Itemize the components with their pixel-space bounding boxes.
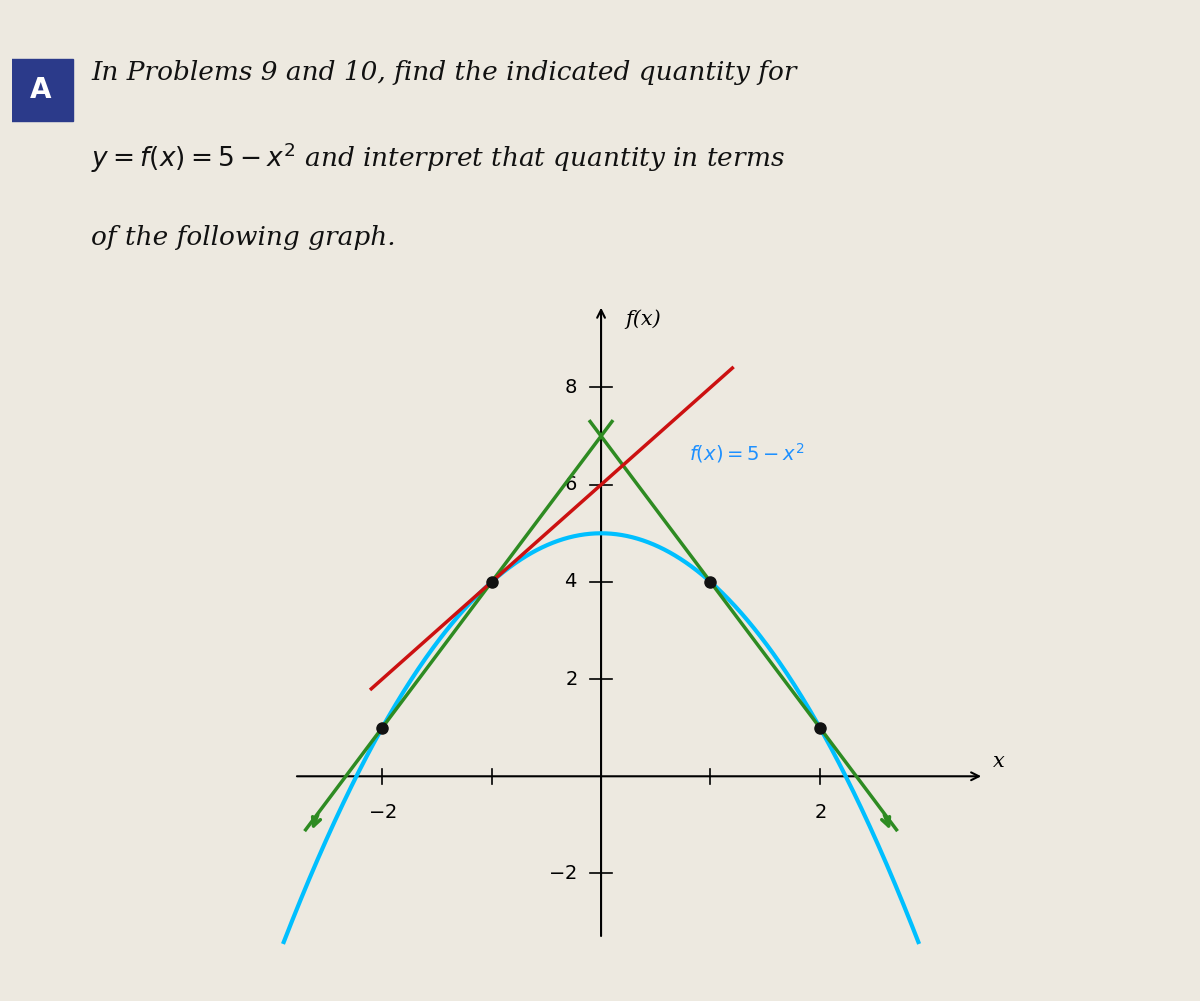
Text: of the following graph.: of the following graph.	[91, 225, 396, 250]
Text: $8$: $8$	[564, 378, 577, 397]
Text: $2$: $2$	[565, 670, 577, 689]
Text: $f(x) = 5 - x^2$: $f(x) = 5 - x^2$	[689, 441, 804, 465]
Text: f(x): f(x)	[625, 309, 661, 329]
FancyBboxPatch shape	[8, 59, 73, 121]
Text: $y = f(x) =5 - x^2$ and interpret that quantity in terms: $y = f(x) =5 - x^2$ and interpret that q…	[91, 140, 785, 174]
Text: In Problems 9 and 10, find the indicated quantity for: In Problems 9 and 10, find the indicated…	[91, 60, 797, 85]
Text: $6$: $6$	[564, 475, 577, 494]
Text: $4$: $4$	[564, 573, 577, 592]
Text: x: x	[992, 752, 1004, 771]
Text: $-2$: $-2$	[368, 803, 396, 822]
Text: A: A	[30, 76, 52, 104]
Text: $-2$: $-2$	[548, 864, 577, 883]
Text: $2$: $2$	[814, 803, 826, 822]
